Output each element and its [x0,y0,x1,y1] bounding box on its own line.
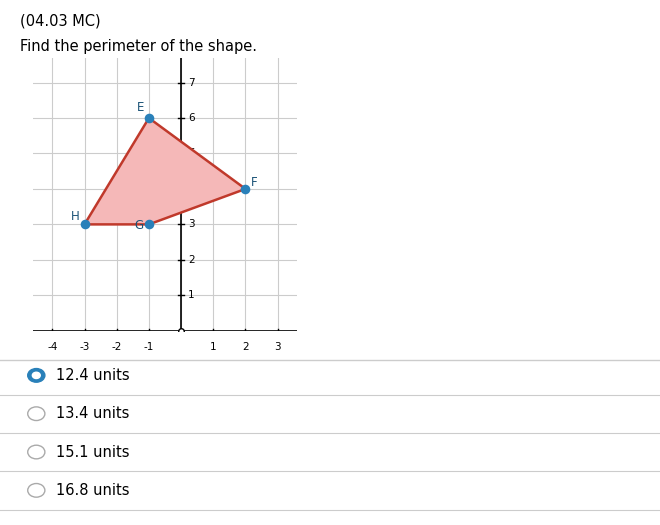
Text: 4: 4 [188,184,195,194]
Text: 12.4 units: 12.4 units [56,368,130,383]
Text: 6: 6 [188,113,195,123]
Text: -1: -1 [144,342,154,352]
Text: 2: 2 [188,255,195,265]
Text: -4: -4 [47,342,57,352]
Text: 1: 1 [210,342,216,352]
Text: 2: 2 [242,342,249,352]
Point [240,185,251,193]
Text: 1: 1 [188,290,195,300]
Text: 7: 7 [188,78,195,88]
Text: F: F [251,176,258,189]
Text: 5: 5 [188,149,195,159]
Text: 3: 3 [188,219,195,229]
Point [79,220,90,228]
Text: -2: -2 [112,342,122,352]
Point [144,114,154,122]
Text: -3: -3 [79,342,90,352]
Text: G: G [134,219,143,232]
Text: Find the perimeter of the shape.: Find the perimeter of the shape. [20,39,257,55]
Text: H: H [71,209,80,223]
Text: 13.4 units: 13.4 units [56,406,129,421]
Text: 15.1 units: 15.1 units [56,445,129,459]
Text: E: E [137,101,144,114]
Text: 3: 3 [275,342,281,352]
Polygon shape [84,118,246,224]
Point [144,220,154,228]
Text: 16.8 units: 16.8 units [56,483,129,498]
Text: (04.03 MC): (04.03 MC) [20,13,100,28]
